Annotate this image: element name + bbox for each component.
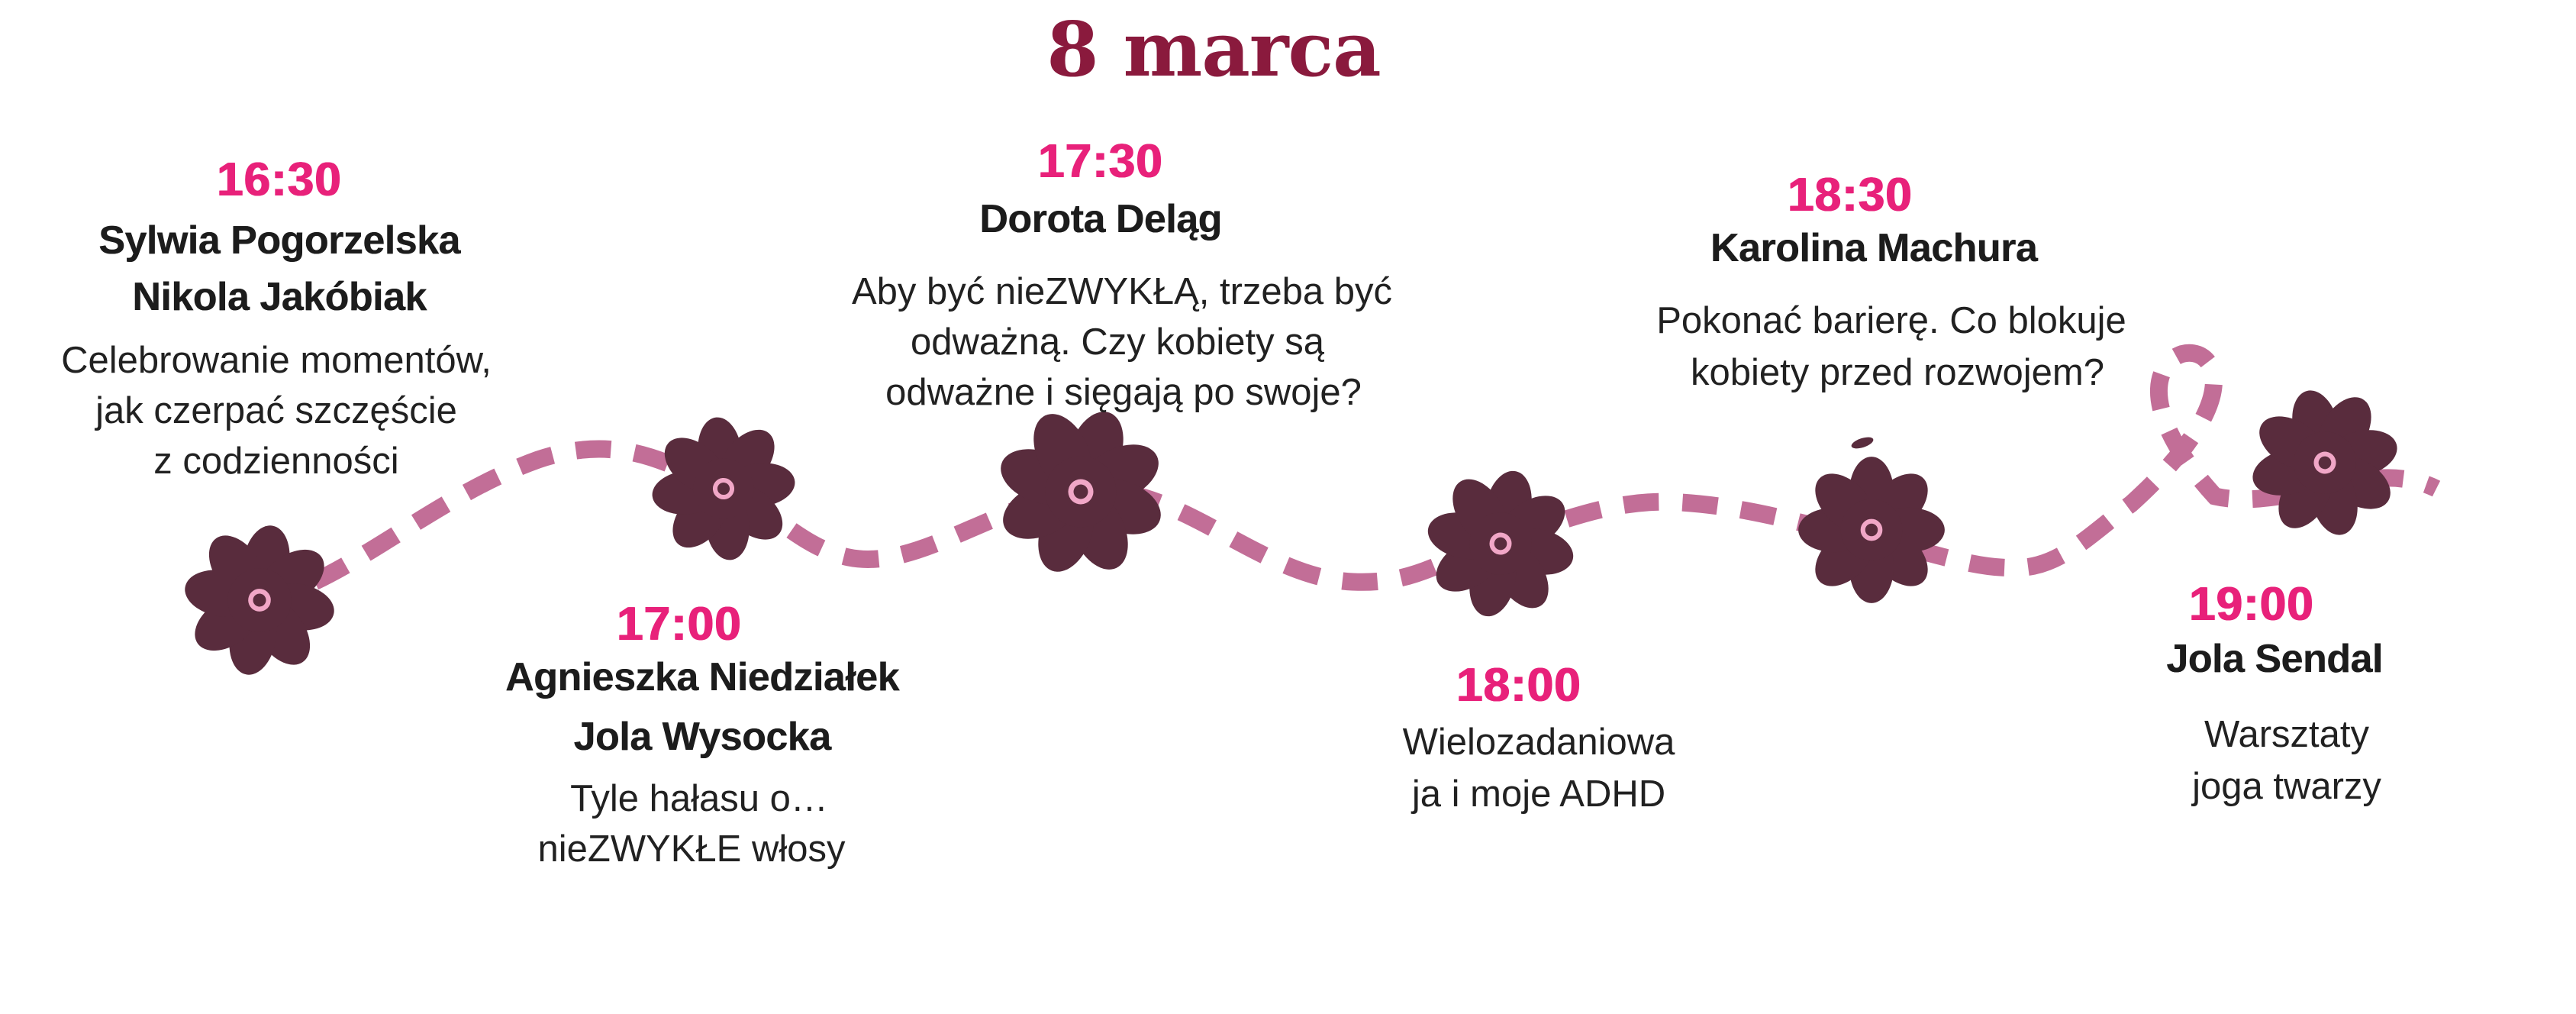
event-time: 16:30 [217,153,342,206]
event-time: 18:30 [1788,169,1913,221]
page-title: 8 marca [1046,6,1381,94]
event-description-line: Wielozadaniowa [1402,722,1675,763]
event-description-line: Tyle hałasu o… [570,778,828,819]
flower-icon [172,512,347,687]
event-description-line: ja i moje ADHD [1411,773,1666,815]
event-speaker: Jola Sendal [2166,637,2383,681]
event-time: 19:00 [2189,578,2314,631]
event-speaker: Nikola Jakóbiak [132,275,427,319]
event-speaker: Sylwia Pogorzelska [98,218,460,263]
event-time: 18:00 [1456,659,1581,712]
flower-icon [1798,457,1945,603]
timeline-path [257,344,2441,611]
event-speaker: Dorota Deląg [979,197,1222,241]
event-description-line: joga twarzy [2192,766,2381,807]
event-description-line: Pokonać barierę. Co blokuje [1656,300,2126,341]
event-description-line: odważną. Czy kobiety są [911,321,1324,363]
event-description-line: kobiety przed rozwojem? [1691,352,2104,393]
flower-icon [1413,456,1588,631]
event-description-line: nieZWYKŁE włosy [537,828,846,870]
event-description-line: Celebrowanie momentów, [61,340,492,381]
event-speaker: Jola Wysocka [573,715,831,759]
event-speaker: Karolina Machura [1710,226,2038,270]
event-time: 17:00 [617,598,742,651]
flower-icon [645,410,802,567]
flower-icon [2236,373,2415,553]
event-description-line: Warsztaty [2204,714,2369,755]
event-description-line: z codzienności [153,441,399,482]
event-description-line: Aby być nieZWYKŁĄ, trzeba być [851,271,1393,312]
event-description-line: jak czerpać szczęście [95,390,457,431]
event-description-line: odważne i sięgają po swoje? [885,372,1362,413]
event-speaker: Agnieszka Niedziałek [505,655,900,699]
petal-sliver [1851,437,1874,449]
event-time: 17:30 [1038,135,1163,188]
flower-icon [973,384,1188,599]
